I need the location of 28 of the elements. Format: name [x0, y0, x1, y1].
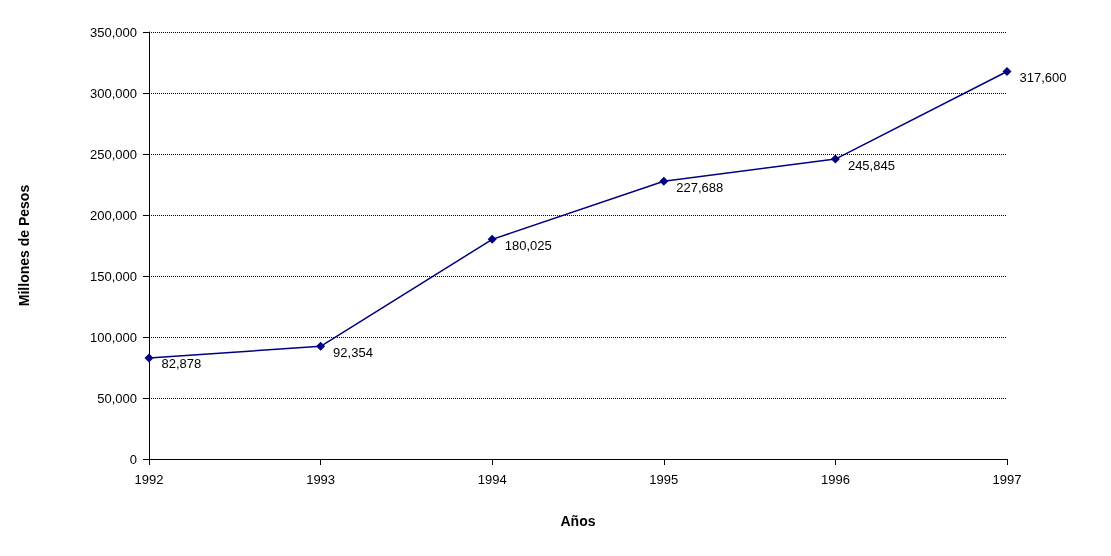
y-tick-label: 50,000: [97, 390, 137, 406]
data-label: 227,688: [676, 179, 724, 195]
x-tick-label: 1993: [306, 472, 336, 487]
y-tick-label: 100,000: [90, 329, 137, 345]
x-tick-label: 1995: [649, 472, 679, 487]
data-label: 92,354: [333, 344, 373, 360]
point: [830, 154, 840, 164]
point: [316, 341, 326, 351]
x-tick-label: 1996: [820, 472, 850, 487]
data-label: 245,845: [847, 157, 895, 173]
y-tick-label: 0: [129, 451, 137, 467]
y-axis-title: Millones de Pesos: [16, 184, 32, 307]
x-tick-label: 1992: [134, 472, 164, 487]
x-axis-title: Años: [560, 513, 596, 529]
point: [659, 176, 669, 186]
y-tick-label: 250,000: [90, 146, 137, 162]
data-label: 180,025: [504, 237, 552, 253]
point: [1002, 67, 1012, 77]
data-label: 317,600: [1019, 70, 1067, 86]
data-label: 82,878: [161, 356, 202, 372]
y-tick-label: 150,000: [90, 268, 137, 284]
point: [144, 353, 154, 363]
y-tick-label: 350,000: [90, 24, 137, 40]
y-tick-label: 200,000: [90, 207, 137, 223]
x-tick-label: 1997: [992, 472, 1022, 487]
x-tick-label: 1994: [477, 472, 507, 487]
point: [487, 234, 497, 244]
y-tick-label: 300,000: [90, 85, 137, 101]
